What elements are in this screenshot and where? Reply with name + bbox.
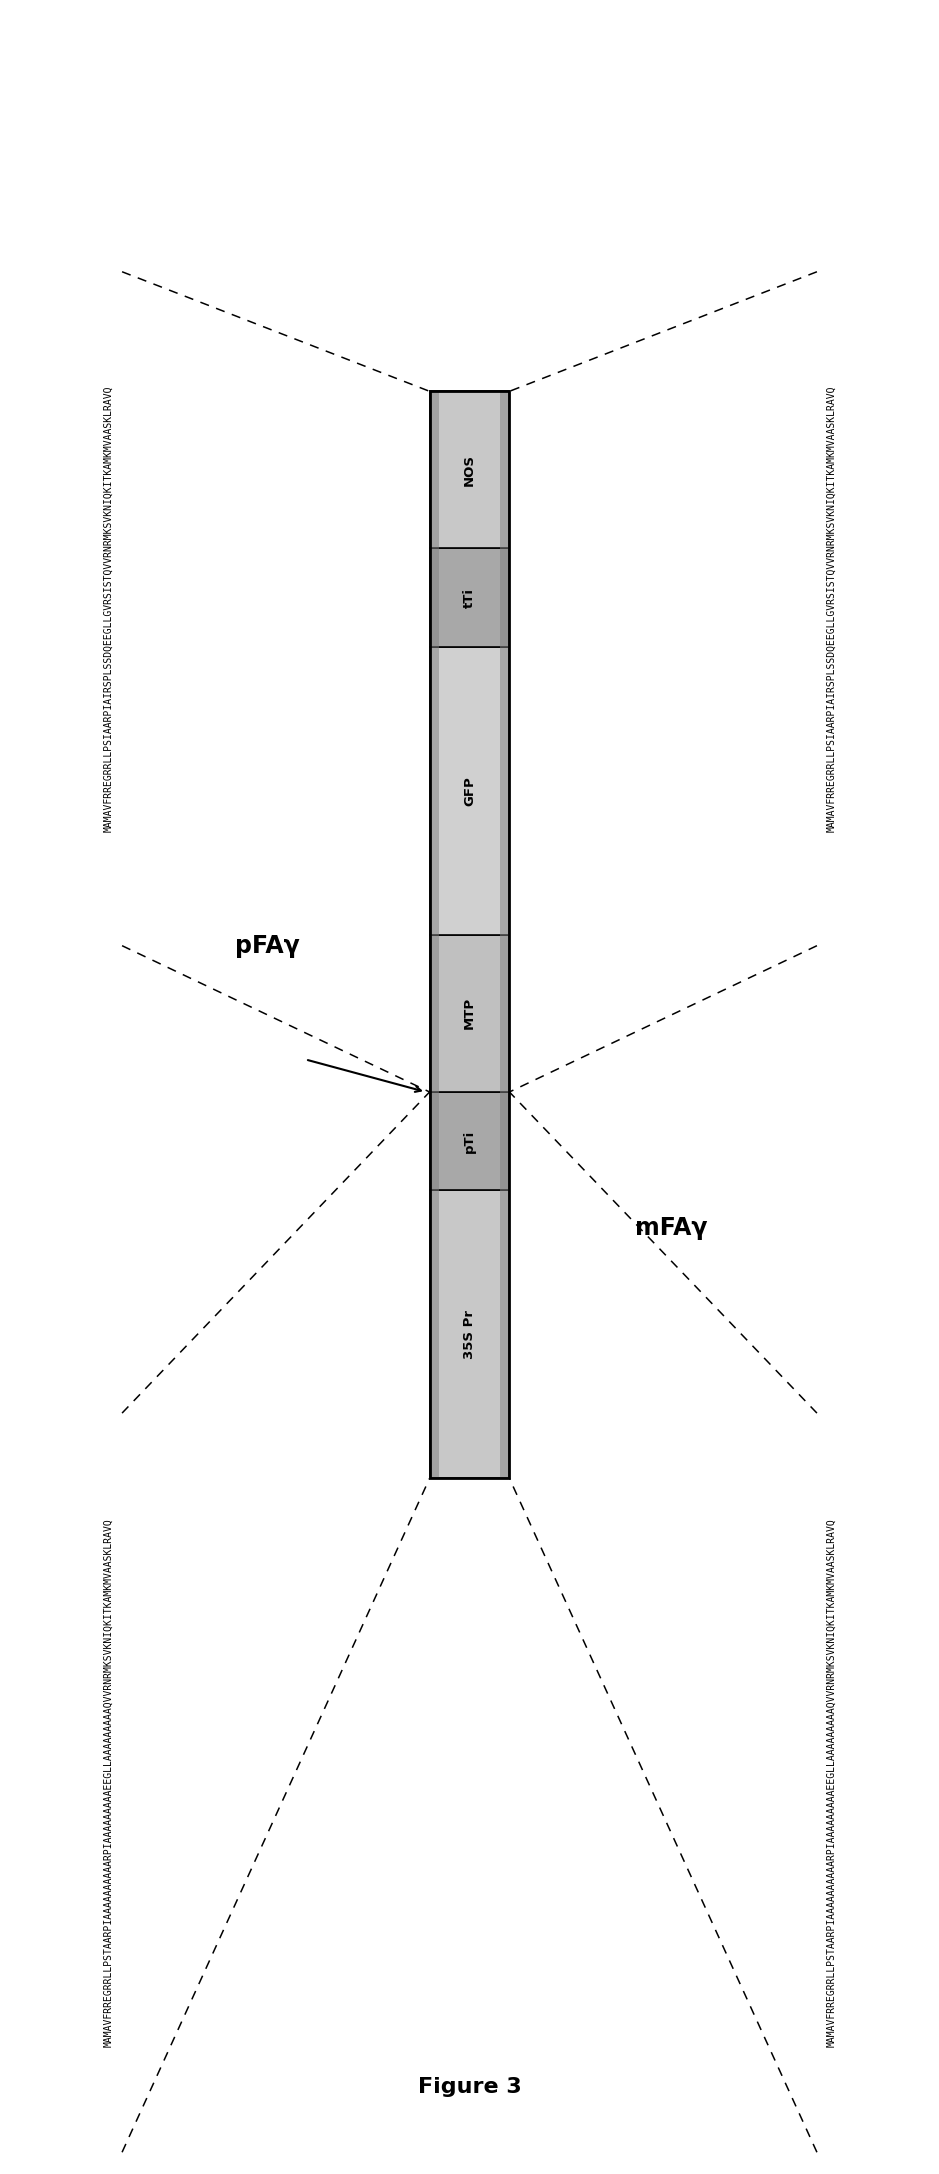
Bar (430, 1189, 439, 1478)
Text: pTi: pTi (463, 1130, 476, 1152)
Bar (430, 391, 439, 548)
Bar (430, 548, 439, 646)
Bar (500, 391, 509, 548)
Text: Figure 3: Figure 3 (418, 2076, 521, 2098)
Bar (430, 1091, 439, 1189)
Text: MAMAVFRREGRRLLPSTAARPIAAAAAAAAAARPIAAAAAAAAAEEGLLAAAAAAAAAQVVRNRMKSVKNIQKITKAMKM: MAMAVFRREGRRLLPSTAARPIAAAAAAAAAARPIAAAAA… (103, 1517, 113, 2048)
Bar (500, 935, 509, 1091)
Bar (430, 1189, 509, 1478)
Text: tTi: tTi (463, 587, 476, 607)
Bar (430, 935, 509, 1091)
Text: MTP: MTP (463, 998, 476, 1030)
Bar (500, 1091, 509, 1189)
Bar (430, 646, 509, 935)
Bar (430, 935, 439, 1091)
Text: 35S Pr: 35S Pr (463, 1309, 476, 1359)
Bar (500, 548, 509, 646)
Text: mFAγ: mFAγ (635, 1215, 708, 1241)
Text: MAMAVFRREGRRLLPSTAARPIAAAAAAAAAARPIAAAAAAAAAEEGLLAAAAAAAAAQVVRNRMKSVKNIQKITKAMKM: MAMAVFRREGRRLLPSTAARPIAAAAAAAAAARPIAAAAA… (826, 1517, 836, 2048)
Bar (430, 548, 509, 646)
Text: GFP: GFP (463, 776, 476, 807)
Text: MAMAVFRREGRRLLPSIAARPIAIRSPLSSDQEEGLLGVRSISTQVVRNRMKSVKNIQKITKAMKMVAASKLRAVQ: MAMAVFRREGRRLLPSIAARPIAIRSPLSSDQEEGLLGVR… (103, 385, 113, 833)
Bar (500, 646, 509, 935)
Text: MAMAVFRREGRRLLPSIAARPIAIRSPLSSDQEEGLLGVRSISTQVVRNRMKSVKNIQKITKAMKMVAASKLRAVQ: MAMAVFRREGRRLLPSIAARPIAIRSPLSSDQEEGLLGVR… (826, 385, 836, 833)
Bar (500, 1189, 509, 1478)
Text: pFAγ: pFAγ (236, 933, 300, 959)
Bar (430, 1091, 509, 1189)
Text: NOS: NOS (463, 454, 476, 487)
Bar (430, 391, 509, 1478)
Bar (430, 391, 509, 548)
Bar (430, 646, 439, 935)
